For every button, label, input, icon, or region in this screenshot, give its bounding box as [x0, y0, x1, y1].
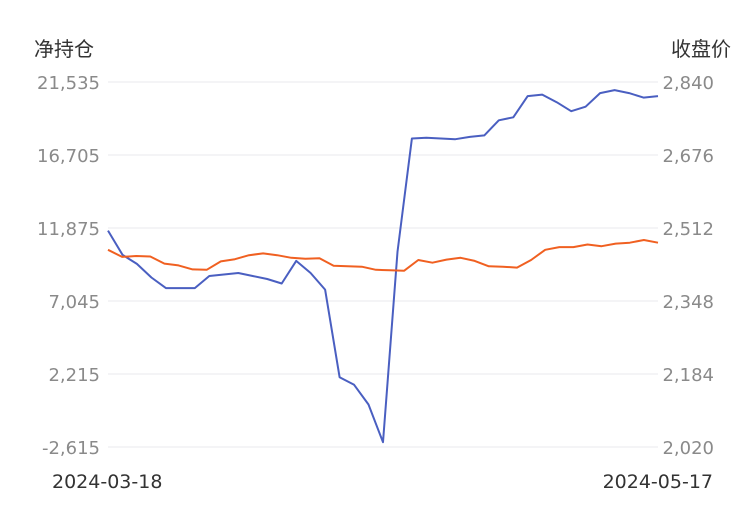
right-axis-title: 收盘价: [671, 37, 731, 61]
right-tick-label: 2,676: [662, 146, 714, 167]
left-tick-label: 11,875: [37, 219, 100, 240]
left-axis-ticks: 21,535 16,705 11,875 7,045 2,215 -2,615: [37, 73, 100, 459]
right-tick-label: 2,512: [662, 219, 714, 240]
right-tick-label: 2,020: [662, 438, 714, 459]
left-tick-label: -2,615: [42, 438, 100, 459]
series-lines: [107, 89, 659, 444]
right-tick-label: 2,840: [662, 73, 714, 94]
gridlines: [108, 81, 658, 448]
left-tick-label: 16,705: [37, 146, 100, 167]
left-tick-label: 21,535: [37, 73, 100, 94]
x-start-date-label: 2024-03-18: [52, 471, 162, 493]
right-axis-ticks: 2,840 2,676 2,512 2,348 2,184 2,020: [662, 73, 714, 459]
left-axis-title: 净持仓: [34, 37, 94, 61]
x-end-date-label: 2024-05-17: [603, 471, 713, 493]
series-line-right-axis: [107, 239, 659, 272]
left-tick-label: 2,215: [48, 365, 100, 386]
series-line-left-axis: [107, 89, 659, 444]
left-tick-label: 7,045: [48, 292, 100, 313]
right-tick-label: 2,184: [662, 365, 714, 386]
right-tick-label: 2,348: [662, 292, 714, 313]
